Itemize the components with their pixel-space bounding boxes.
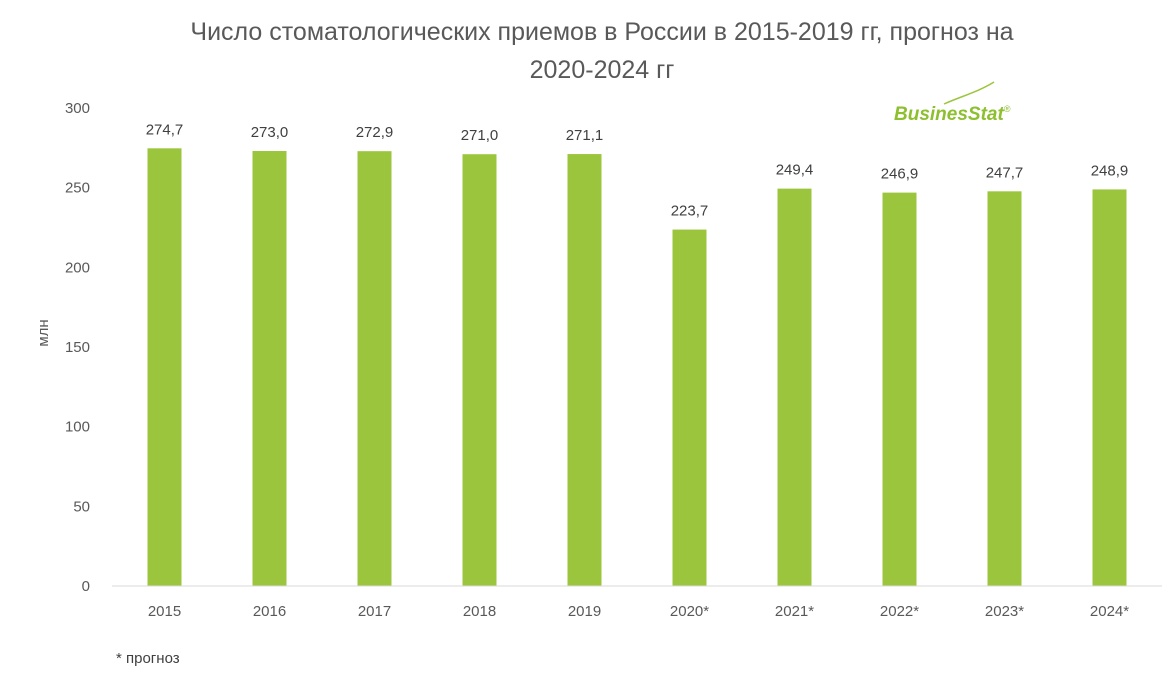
- bars: [147, 148, 1127, 587]
- x-tick-label: 2021*: [775, 603, 814, 620]
- data-label: 272,9: [356, 124, 394, 141]
- data-label: 249,4: [776, 162, 814, 179]
- bar: [462, 154, 497, 586]
- bar: [1092, 189, 1127, 587]
- x-axis-ticks: 2015 2016 2017 2018 2019 2020* 2021* 2022* 2023*…: [148, 603, 1129, 620]
- svg-text:BusinesStat®: BusinesStat®: [894, 104, 1011, 125]
- data-label: 274,7: [146, 121, 184, 138]
- data-label: 273,0: [251, 124, 289, 141]
- y-axis-ticks: 0 50 100 150 200 250 300: [65, 100, 90, 595]
- bar: [147, 148, 182, 586]
- y-tick-label: 250: [65, 180, 90, 197]
- x-tick-label: 2024*: [1090, 603, 1129, 620]
- x-tick-label: 2019: [568, 603, 601, 620]
- bar: [777, 188, 812, 586]
- logo-text-part-2: Stat: [968, 104, 1005, 125]
- y-axis-label: млн: [35, 319, 52, 346]
- data-label: 223,7: [671, 203, 709, 220]
- y-tick-label: 150: [65, 339, 90, 356]
- businesstat-logo: BusinesStat®: [894, 81, 1011, 125]
- x-tick-label: 2015: [148, 603, 181, 620]
- y-tick-label: 50: [73, 498, 90, 515]
- logo-swoosh-icon: [943, 81, 995, 105]
- data-label: 246,9: [881, 166, 919, 183]
- chart-title-line-1: Число стоматологических приемов в России…: [190, 18, 1013, 46]
- x-tick-label: 2017: [358, 603, 391, 620]
- bar: [987, 191, 1022, 586]
- x-tick-label: 2023*: [985, 603, 1024, 620]
- x-tick-label: 2022*: [880, 603, 919, 620]
- logo-text-part-1: Busines: [894, 104, 968, 125]
- bar: [882, 192, 917, 586]
- data-label: 247,7: [986, 164, 1024, 181]
- x-tick-label: 2016: [253, 603, 286, 620]
- bar: [672, 229, 707, 586]
- bar: [252, 151, 287, 586]
- data-labels: 274,7 273,0 272,9 271,0 271,1 223,7 249,4 246,9…: [146, 121, 1129, 219]
- x-tick-label: 2020*: [670, 603, 709, 620]
- data-label: 248,9: [1091, 162, 1129, 179]
- y-tick-label: 200: [65, 259, 90, 276]
- forecast-footnote: * прогноз: [116, 650, 180, 667]
- data-label: 271,0: [461, 127, 499, 144]
- y-tick-label: 300: [65, 100, 90, 117]
- x-tick-label: 2018: [463, 603, 496, 620]
- logo-registered-mark: ®: [1004, 104, 1011, 114]
- data-label: 271,1: [566, 127, 604, 144]
- y-tick-label: 0: [82, 578, 90, 595]
- bar: [357, 151, 392, 587]
- chart-title-line-2: 2020-2024 гг: [530, 56, 675, 84]
- bar: [567, 154, 602, 586]
- y-tick-label: 100: [65, 419, 90, 436]
